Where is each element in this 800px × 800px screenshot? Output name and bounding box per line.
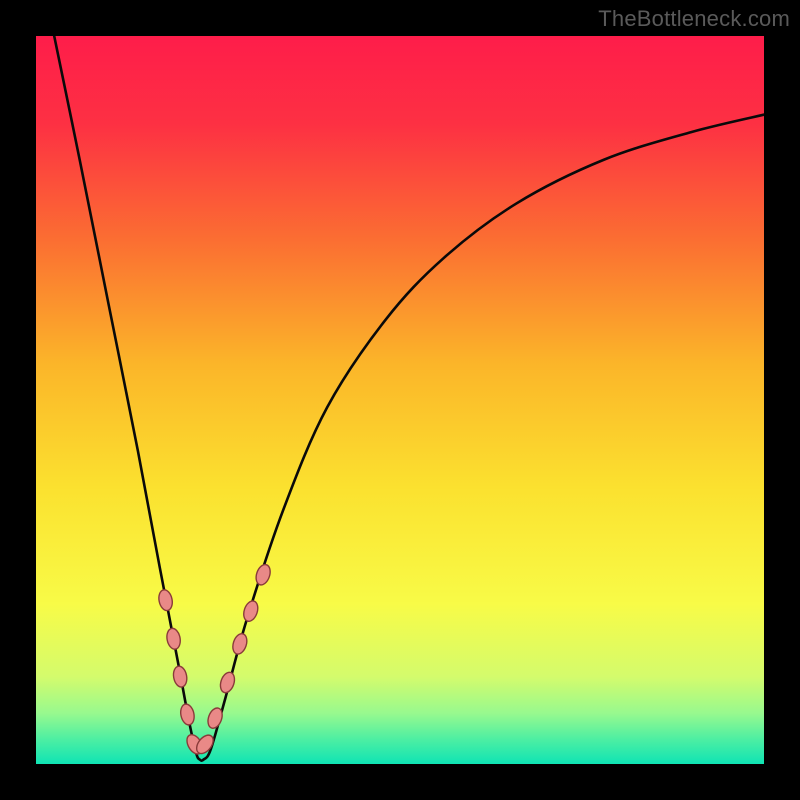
- curve-layer: [36, 36, 764, 764]
- watermark-text: TheBottleneck.com: [598, 6, 790, 32]
- curve-marker: [254, 563, 273, 587]
- curve-marker: [165, 627, 182, 650]
- curve-marker: [241, 599, 260, 623]
- curve-marker: [179, 703, 196, 726]
- bottleneck-chart: TheBottleneck.com: [0, 0, 800, 800]
- curve-marker: [230, 632, 249, 656]
- plot-area: [36, 36, 764, 764]
- curve-marker: [157, 589, 174, 612]
- bottleneck-curve: [54, 36, 764, 761]
- curve-marker: [172, 665, 189, 688]
- curve-marker: [218, 670, 237, 694]
